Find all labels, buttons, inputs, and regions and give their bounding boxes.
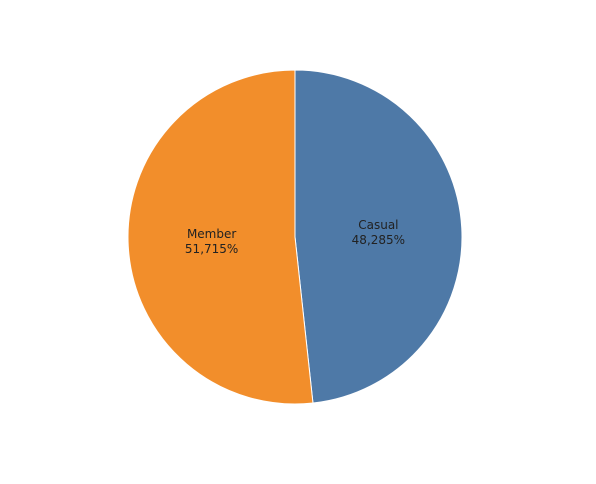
- pie-slice: [127, 69, 314, 405]
- pie-slice: [294, 69, 463, 404]
- slice-label: Member: [187, 227, 236, 241]
- slice-value-label: 48,285%: [352, 233, 405, 247]
- slice-label: Casual: [358, 218, 398, 232]
- slice-value-label: 51,715%: [185, 242, 238, 256]
